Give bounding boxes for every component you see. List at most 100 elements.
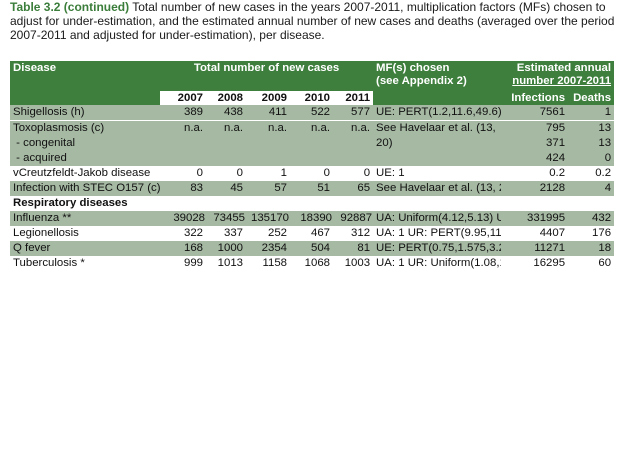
cell-value: n.a. <box>160 120 206 136</box>
table-row: Infection with STEC O157 (c) 83 45 57 51… <box>10 181 615 196</box>
disease-name: - acquired <box>10 151 160 166</box>
infections-cell: 795 <box>501 120 569 136</box>
header-infections: Infections <box>501 91 569 105</box>
cell-value: 0 <box>160 166 206 181</box>
cell-value: 1000 <box>206 241 246 256</box>
table-row: Q fever 168 1000 2354 504 81 UE: PERT(0.… <box>10 241 615 256</box>
cell-value: 1158 <box>246 256 290 271</box>
cell-value: 577 <box>333 105 374 121</box>
cell-value: 51 <box>290 181 333 196</box>
deaths-cell: 0 <box>568 151 615 166</box>
mf-cell: 20) <box>373 136 502 151</box>
year-2008: 2008 <box>206 91 246 105</box>
cell-value: 252 <box>246 226 290 241</box>
infections-cell: 424 <box>501 151 569 166</box>
header-row: Disease Total number of new cases MF(s) … <box>10 61 615 91</box>
year-2011: 2011 <box>333 91 374 105</box>
cell-value: 83 <box>160 181 206 196</box>
table-caption: Table 3.2 (continued) Total number of ne… <box>10 0 616 42</box>
deaths-cell: 176 <box>568 226 615 241</box>
table-row: - acquired 424 0 <box>10 151 615 166</box>
disease-name: Tuberculosis * <box>10 256 160 271</box>
disease-name: Q fever <box>10 241 160 256</box>
deaths-cell: 60 <box>568 256 615 271</box>
header-disease: Disease <box>10 61 160 91</box>
disease-name: Toxoplasmosis (c) <box>10 120 160 136</box>
infections-cell: 331995 <box>501 211 569 226</box>
header-mf: MF(s) chosen (see Appendix 2) <box>373 61 502 91</box>
cell-value: 1003 <box>333 256 374 271</box>
cell-value: n.a. <box>246 120 290 136</box>
year-2007: 2007 <box>160 91 206 105</box>
header-mf-line1: MF(s) chosen <box>376 62 450 74</box>
table-row: Influenza ** 39028 73455 135170 18390 92… <box>10 211 615 226</box>
year-2009: 2009 <box>246 91 290 105</box>
header-deaths: Deaths <box>568 91 615 105</box>
mf-cell: UE: PERT(0.75,1.575,3.25) (0-14 yrs) PER… <box>373 241 502 256</box>
disease-name: Influenza ** <box>10 211 160 226</box>
deaths-cell: 0.2 <box>568 166 615 181</box>
table-row: - congenital 20) 371 13 <box>10 136 615 151</box>
infections-cell: 0.2 <box>501 166 569 181</box>
cell-value: 2354 <box>246 241 290 256</box>
header-total: Total number of new cases <box>160 61 374 91</box>
cell-value: n.a. <box>206 120 246 136</box>
cell-value: 0 <box>290 166 333 181</box>
mf-cell: UA: Uniform(4.12,5.13) UR: 1 <box>373 211 502 226</box>
cell-value: 45 <box>206 181 246 196</box>
cell-value: 467 <box>290 226 333 241</box>
disease-name: vCreutzfeldt-Jakob disease <box>10 166 160 181</box>
cell-value: 999 <box>160 256 206 271</box>
header-est-line2: number 2007-2011 <box>512 75 612 87</box>
section-title: Respiratory diseases <box>10 196 615 211</box>
cell-value: 0 <box>206 166 246 181</box>
deaths-cell: 13 <box>568 136 615 151</box>
cell-value: 389 <box>160 105 206 121</box>
table-row: Legionellosis 322 337 252 467 312 UA: 1 … <box>10 226 615 241</box>
cell-value: 18390 <box>290 211 333 226</box>
disease-name: Legionellosis <box>10 226 160 241</box>
cell-value: 438 <box>206 105 246 121</box>
cell-value: 1013 <box>206 256 246 271</box>
section-row: Respiratory diseases <box>10 196 615 211</box>
cell-value: 92887 <box>333 211 374 226</box>
mf-cell: UA: 1 UR: PERT(9.95,11.03,24.14) <box>373 226 502 241</box>
disease-name: Infection with STEC O157 (c) <box>10 181 160 196</box>
cell-value: 312 <box>333 226 374 241</box>
year-2010: 2010 <box>290 91 333 105</box>
mf-cell <box>373 151 502 166</box>
cell-value: 522 <box>290 105 333 121</box>
deaths-cell: 4 <box>568 181 615 196</box>
mf-cell: UE: 1 <box>373 166 502 181</box>
table-row: vCreutzfeldt-Jakob disease 0 0 1 0 0 UE:… <box>10 166 615 181</box>
mf-cell: See Havelaar et al. (13, 20) <box>373 181 502 196</box>
cell-value: 411 <box>246 105 290 121</box>
cell-value: 504 <box>290 241 333 256</box>
cell-value: 337 <box>206 226 246 241</box>
infections-cell: 16295 <box>501 256 569 271</box>
infections-cell: 11271 <box>501 241 569 256</box>
table-row: Shigellosis (h) 389 438 411 522 577 UE: … <box>10 105 615 121</box>
cell-value: 1068 <box>290 256 333 271</box>
deaths-cell: 432 <box>568 211 615 226</box>
disease-name: - congenital <box>10 136 160 151</box>
cell-value: 0 <box>333 166 374 181</box>
infections-cell: 2128 <box>501 181 569 196</box>
mf-cell: See Havelaar et al. (13, <box>373 120 502 136</box>
caption-lead: Table 3.2 (continued) <box>10 0 130 14</box>
cell-value: 1 <box>246 166 290 181</box>
cell-value: 65 <box>333 181 374 196</box>
disease-name: Shigellosis (h) <box>10 105 160 121</box>
header-est-line1: Estimated annual <box>516 62 612 74</box>
infections-cell: 4407 <box>501 226 569 241</box>
cell-value: 73455 <box>206 211 246 226</box>
cell-value: n.a. <box>290 120 333 136</box>
cell-value: 135170 <box>246 211 290 226</box>
cell-value: 81 <box>333 241 374 256</box>
cell-value: 57 <box>246 181 290 196</box>
table-row: Toxoplasmosis (c) n.a. n.a. n.a. n.a. n.… <box>10 120 615 136</box>
infections-cell: 371 <box>501 136 569 151</box>
caption-text: Total number of new cases in the years 2… <box>10 0 615 42</box>
cell-value: 39028 <box>160 211 206 226</box>
deaths-cell: 18 <box>568 241 615 256</box>
